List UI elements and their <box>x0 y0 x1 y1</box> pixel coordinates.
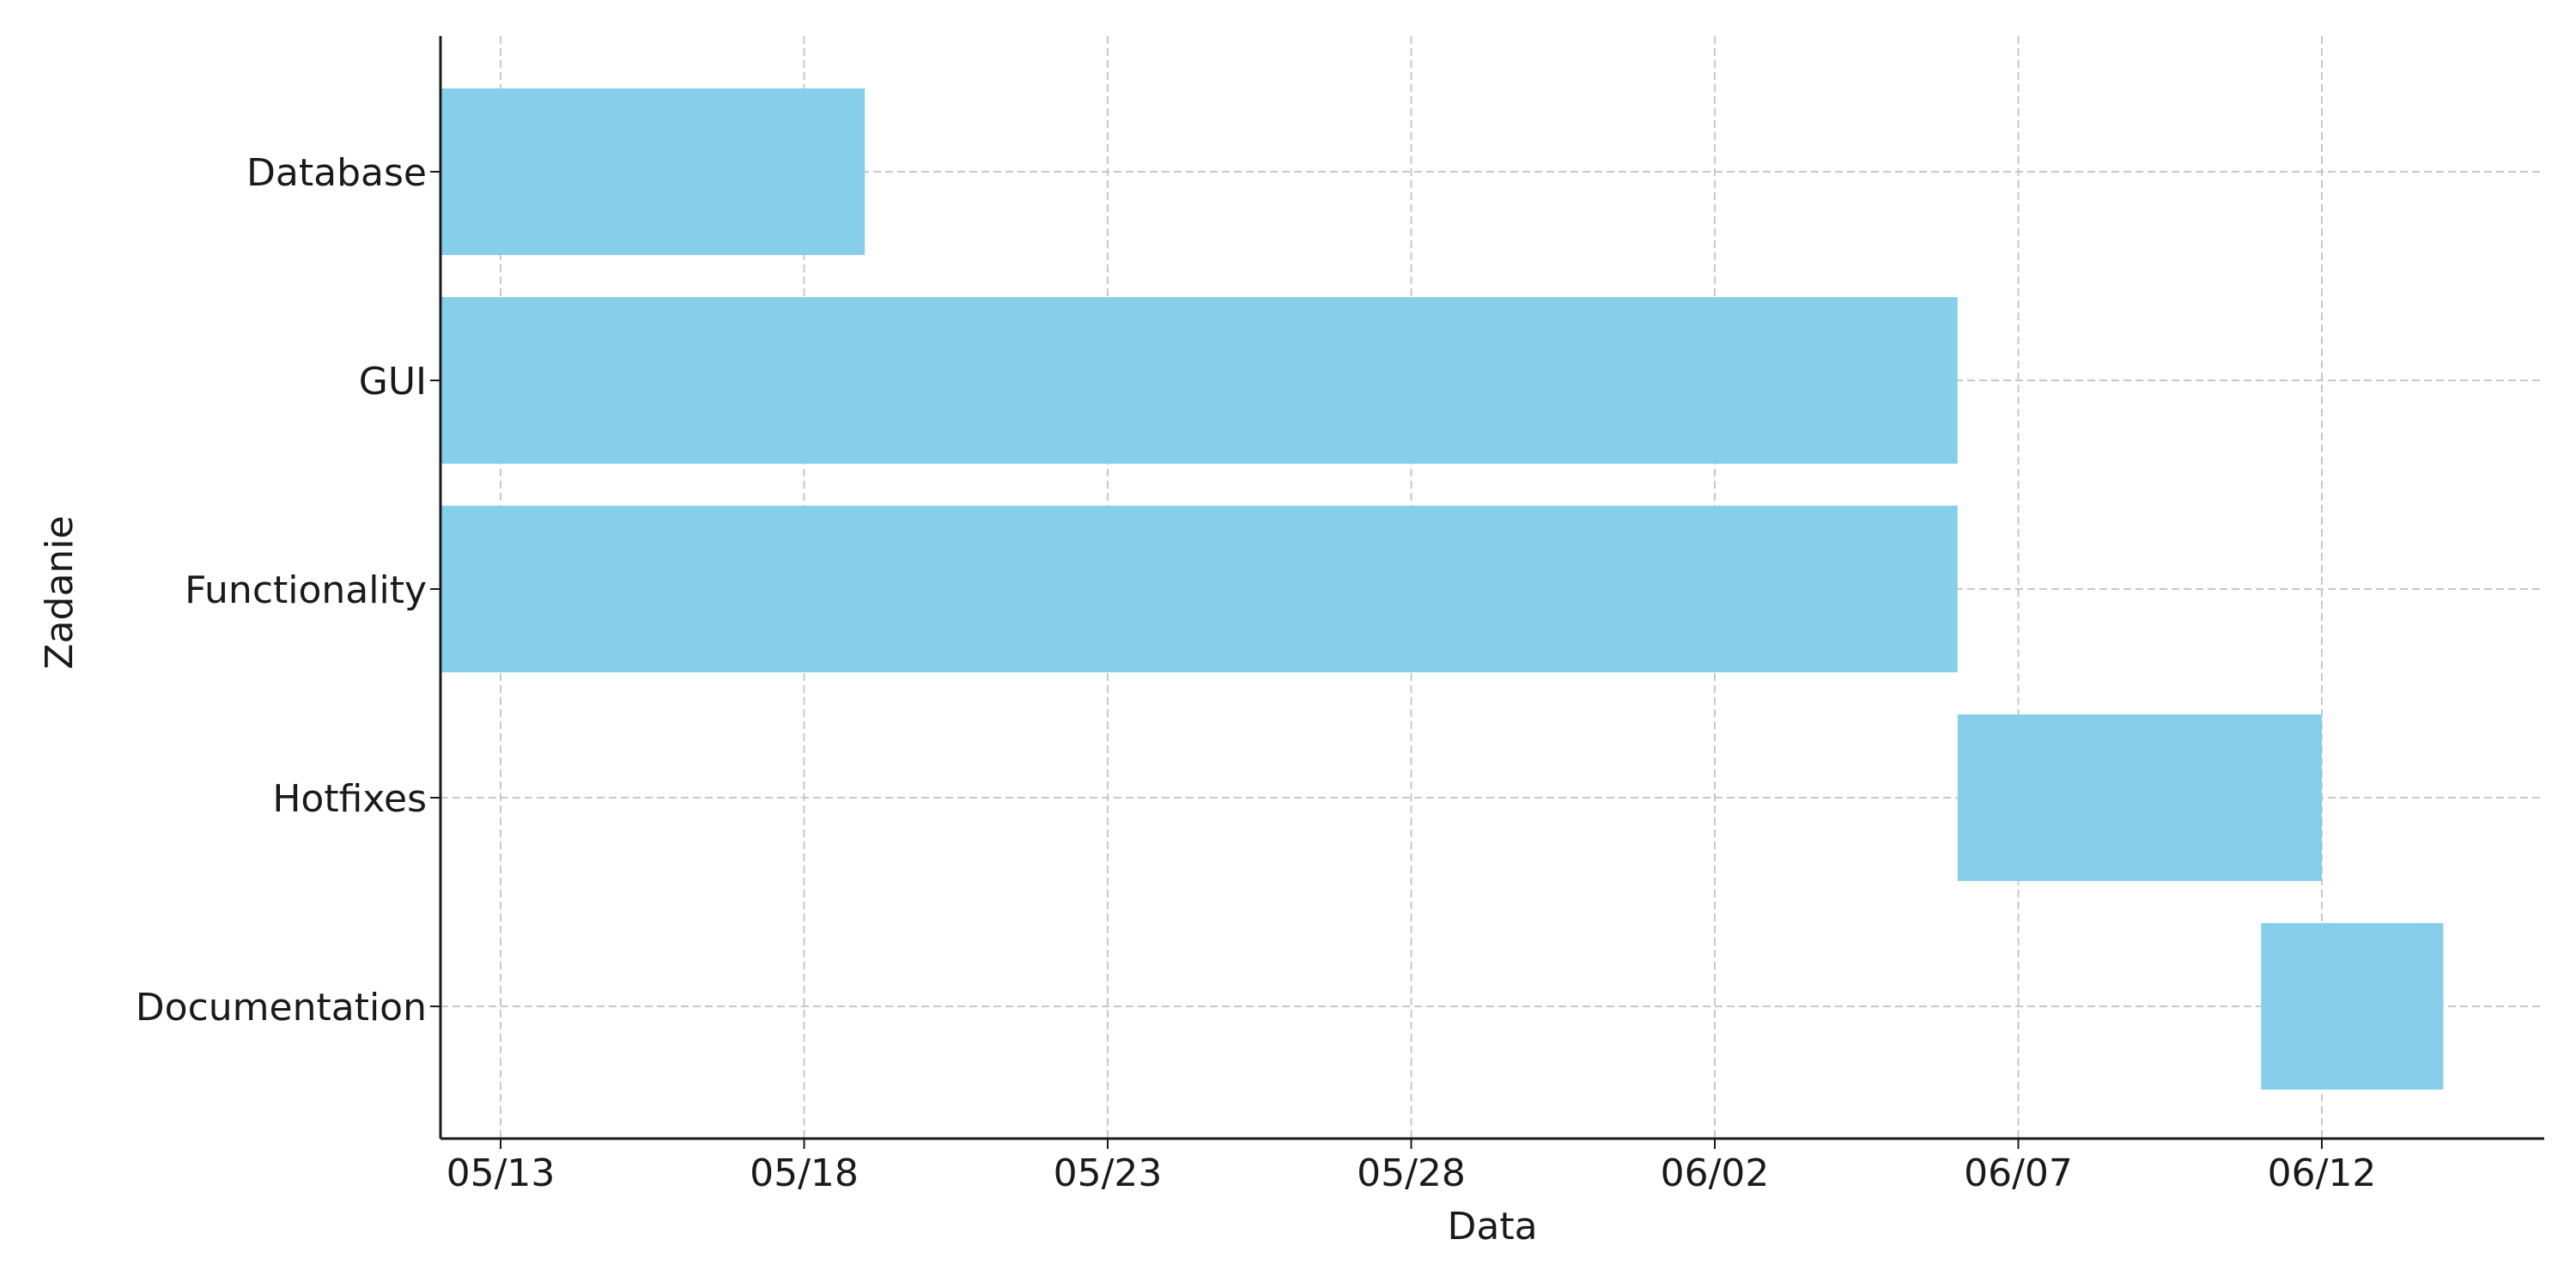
task-bar <box>440 88 866 255</box>
x-ticks: 05/13 05/18 05/23 05/28 06/02 06/07 06/12 <box>447 1139 2377 1195</box>
x-tick-label: 06/12 <box>2268 1151 2377 1195</box>
y-ticks: Database GUI Functionality Hotfixes Document… <box>136 151 440 1030</box>
task-bar <box>440 297 1958 464</box>
x-axis-label: Data <box>1447 1205 1537 1249</box>
x-tick-label: 06/07 <box>1964 1151 2073 1195</box>
y-tick-label: Hotfixes <box>272 777 427 821</box>
axes <box>439 36 2544 1140</box>
task-bar <box>440 506 1958 672</box>
y-tick-label: GUI <box>359 360 427 404</box>
y-tick-label: Database <box>246 151 427 195</box>
x-tick-label: 05/18 <box>750 1151 859 1195</box>
bars <box>440 88 2444 1090</box>
task-bar <box>1957 714 2322 881</box>
y-axis-label: Zadanie <box>38 515 82 669</box>
x-tick-label: 05/13 <box>447 1151 556 1195</box>
x-tick-label: 05/23 <box>1054 1151 1163 1195</box>
y-tick-label: Documentation <box>136 986 427 1030</box>
x-tick-label: 06/02 <box>1661 1151 1770 1195</box>
task-bar <box>2261 923 2444 1090</box>
x-tick-label: 05/28 <box>1357 1151 1466 1195</box>
y-tick-label: Functionality <box>185 568 427 612</box>
